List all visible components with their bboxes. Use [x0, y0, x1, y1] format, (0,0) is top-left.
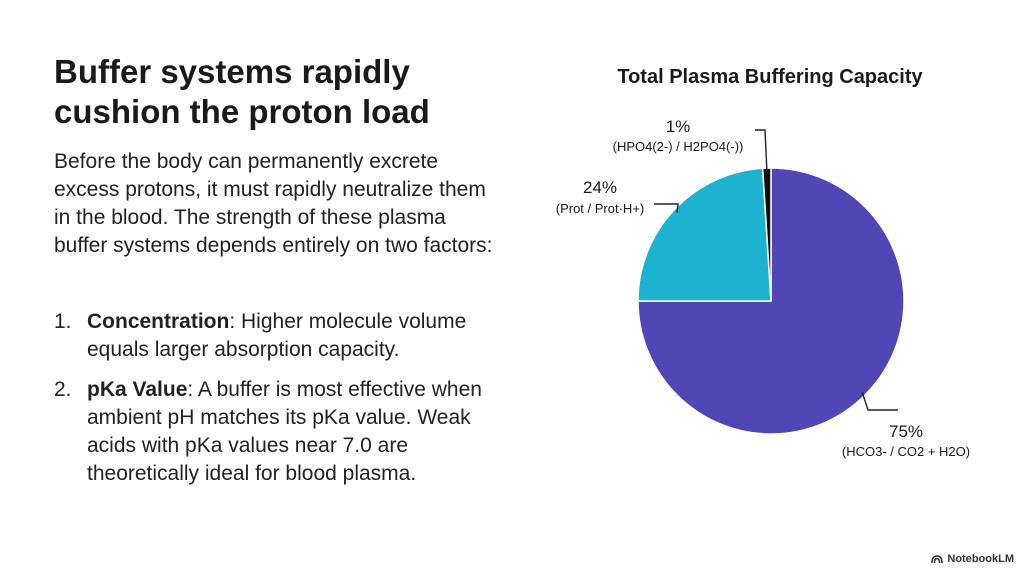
leader-line [861, 392, 898, 411]
slide-title-line-1: Buffer systems rapidly [54, 53, 410, 90]
slice-percent-label: 75% [889, 422, 923, 441]
slice-percent-label: 1% [666, 117, 691, 136]
brand-name: NotebookLM [947, 553, 1014, 565]
factor-item-concentration: 1. Concentration: Higher molecule volume… [54, 308, 504, 364]
slice-percent-label: 24% [583, 178, 617, 197]
chart-title: Total Plasma Buffering Capacity [617, 66, 923, 88]
slide-title: Buffer systems rapidly cushion the proto… [54, 52, 430, 132]
brand-logo: NotebookLM [931, 553, 1014, 565]
factor-text: : Higher molecule volume equals larger a… [87, 310, 467, 361]
factor-item-pka: 2. pKa Value: A buffer is most effective… [54, 376, 504, 488]
factor-list: 1. Concentration: Higher molecule volume… [54, 308, 504, 500]
slice-name-label: (HPO4(2-) / H2PO4(-)) [613, 139, 744, 154]
leader-line [654, 203, 679, 213]
pie-slice [637, 167, 772, 302]
factor-term: Concentration [87, 310, 230, 333]
slice-name-label: (Prot / Prot·H+) [556, 201, 645, 216]
factor-text: : A buffer is most effective when ambien… [87, 378, 482, 485]
factor-number: 1. [54, 310, 72, 333]
slide-title-line-2: cushion the proton load [54, 93, 430, 130]
factor-term: pKa Value [87, 378, 188, 401]
slice-name-label: (HCO3- / CO2 + H2O) [842, 444, 970, 459]
intro-paragraph: Before the body can permanently excrete … [54, 150, 493, 257]
leader-line [755, 129, 768, 173]
factor-number: 2. [54, 378, 72, 401]
notebooklm-icon [931, 554, 944, 563]
